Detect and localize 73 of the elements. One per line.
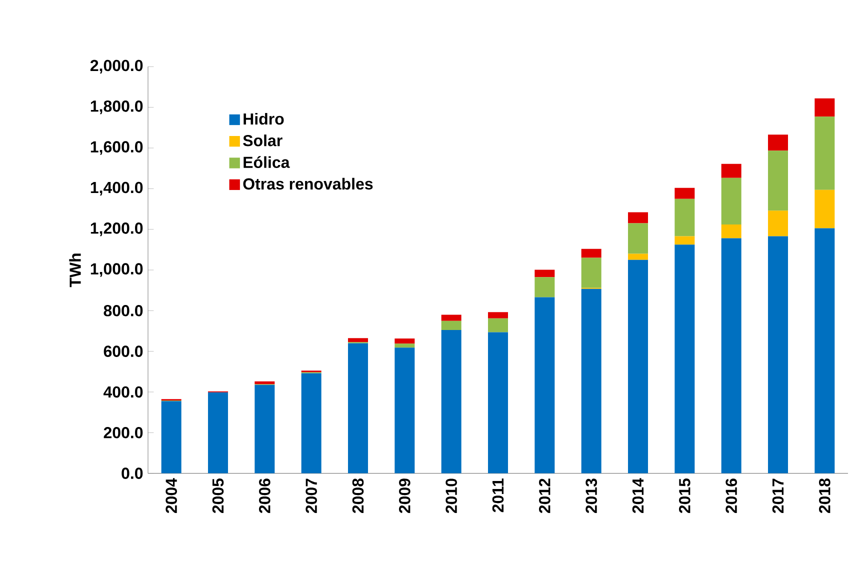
bar xyxy=(441,314,462,321)
bar xyxy=(581,288,602,474)
bar xyxy=(254,384,275,474)
bar xyxy=(628,254,648,260)
x-tick-label: 2011 xyxy=(492,478,504,512)
x-tick-label: 2010 xyxy=(446,478,457,514)
bar xyxy=(534,270,555,278)
y-tick-label: 600.0 xyxy=(104,346,143,357)
bar xyxy=(721,238,742,474)
x-tick-label: 2012 xyxy=(539,478,550,514)
bar xyxy=(768,210,788,236)
legend-label: Otras renovables xyxy=(243,178,373,190)
bar xyxy=(628,223,648,254)
bar xyxy=(814,98,835,117)
x-tick-label: 2013 xyxy=(586,478,598,514)
bar xyxy=(814,190,835,228)
y-tick-label: 200.0 xyxy=(104,426,143,438)
x-tick-label: 2009 xyxy=(399,478,410,514)
x-tick-label: 2006 xyxy=(259,478,270,514)
legend-label: Solar xyxy=(243,134,282,146)
bar xyxy=(488,318,508,332)
y-tick-label: 1,600.0 xyxy=(90,141,143,155)
x-tick-label: 2008 xyxy=(352,478,364,514)
bar xyxy=(768,134,788,151)
bar xyxy=(441,320,462,330)
x-tick-label: 2016 xyxy=(726,478,737,514)
bar xyxy=(674,236,695,245)
x-tick-label: 2017 xyxy=(772,478,784,514)
y-tick-label: 1,000.0 xyxy=(90,263,143,277)
x-tick-label: 2004 xyxy=(166,478,177,514)
bar xyxy=(161,401,182,474)
bar xyxy=(441,330,462,474)
y-tick-label: 1,800.0 xyxy=(90,100,143,114)
bar xyxy=(674,188,695,199)
bar xyxy=(301,373,322,474)
x-tick-label: 2015 xyxy=(679,478,690,514)
x-tick-label: 2014 xyxy=(632,478,644,514)
x-tick-label: 2018 xyxy=(819,478,830,514)
bar xyxy=(581,258,602,288)
bar xyxy=(768,150,788,211)
bar xyxy=(394,344,415,348)
x-tick-label: 2007 xyxy=(306,478,317,514)
bar xyxy=(768,236,788,474)
y-tick-label: 400.0 xyxy=(104,386,143,398)
bar xyxy=(674,198,695,236)
bar xyxy=(721,178,742,224)
bar xyxy=(348,338,368,342)
bar xyxy=(394,348,415,474)
bar xyxy=(254,381,275,384)
bar xyxy=(721,164,742,178)
bar xyxy=(628,260,648,474)
bar xyxy=(534,277,555,298)
y-tick-label: 1,400.0 xyxy=(90,182,143,196)
bar xyxy=(488,332,508,474)
bar xyxy=(394,338,415,344)
bar xyxy=(628,212,648,224)
y-axis-title: TWh xyxy=(69,254,81,288)
y-tick-label: 2,000.0 xyxy=(90,60,143,74)
legend-label: Eólica xyxy=(244,156,290,168)
legend-label: Hidro xyxy=(244,112,284,125)
y-tick-label: 800.0 xyxy=(104,305,143,316)
bar xyxy=(488,312,508,318)
bar xyxy=(208,392,228,474)
bar xyxy=(721,224,742,238)
bar xyxy=(348,343,368,474)
bar xyxy=(581,248,602,258)
bar xyxy=(814,116,835,190)
bar xyxy=(534,297,555,474)
bar xyxy=(814,228,835,474)
x-tick-label: 2005 xyxy=(212,478,224,514)
bar xyxy=(674,244,695,474)
y-tick-label: 0.0 xyxy=(122,468,143,479)
y-tick-label: 1,200.0 xyxy=(90,222,143,236)
